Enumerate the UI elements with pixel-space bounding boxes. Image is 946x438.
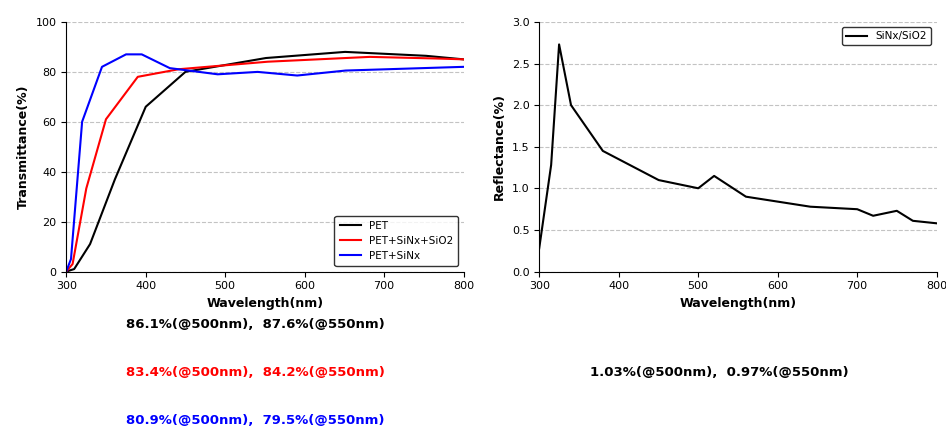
PET (374, 51, 385, 56)
PET (254, 57, 265, 62)
SiNx/SiO2 (920, 219, 931, 225)
SiNx/SiO2 (534, 246, 545, 251)
PET+SiNx+SiO2 (61, 269, 72, 274)
Line: PET+SiNx: PET+SiNx (66, 54, 464, 272)
Y-axis label: Transmittance(%): Transmittance(%) (17, 85, 30, 209)
PET+SiNx (447, 64, 458, 70)
PET (243, 58, 254, 64)
PET+SiNx (447, 64, 458, 70)
Text: 86.1%(@500nm),  87.6%(@550nm): 86.1%(@500nm), 87.6%(@550nm) (126, 318, 385, 331)
Legend: SiNx/SiO2: SiNx/SiO2 (842, 27, 931, 46)
PET (458, 57, 469, 62)
Y-axis label: Reflectance(%): Reflectance(%) (493, 93, 506, 200)
PET+SiNx+SiO2 (458, 57, 469, 62)
PET+SiNx+SiO2 (362, 54, 374, 60)
SiNx/SiO2 (553, 42, 565, 47)
PET (339, 49, 350, 54)
X-axis label: Wavelength(nm): Wavelength(nm) (206, 297, 324, 310)
PET (447, 56, 458, 61)
Line: PET+SiNx+SiO2: PET+SiNx+SiO2 (66, 57, 464, 272)
Text: 83.4%(@500nm),  84.2%(@550nm): 83.4%(@500nm), 84.2%(@550nm) (126, 366, 385, 379)
SiNx/SiO2 (727, 185, 738, 191)
PET+SiNx+SiO2 (374, 54, 385, 60)
Legend: PET, PET+SiNx+SiO2, PET+SiNx: PET, PET+SiNx+SiO2, PET+SiNx (335, 215, 458, 266)
SiNx/SiO2 (554, 45, 566, 50)
PET+SiNx (120, 52, 131, 57)
Text: 80.9%(@500nm),  79.5%(@550nm): 80.9%(@500nm), 79.5%(@550nm) (126, 414, 385, 427)
SiNx/SiO2 (920, 219, 931, 225)
PET+SiNx+SiO2 (243, 60, 254, 66)
PET+SiNx (80, 107, 92, 112)
PET+SiNx (254, 70, 265, 75)
PET+SiNx (374, 67, 385, 72)
X-axis label: Wavelength(nm): Wavelength(nm) (679, 297, 797, 310)
PET+SiNx (243, 70, 254, 75)
PET (447, 56, 458, 61)
PET+SiNx+SiO2 (254, 60, 265, 65)
PET (61, 269, 72, 274)
SiNx/SiO2 (716, 179, 727, 184)
PET+SiNx (458, 64, 469, 70)
PET (80, 247, 92, 252)
Line: PET: PET (66, 52, 464, 272)
PET+SiNx (61, 269, 72, 274)
SiNx/SiO2 (931, 221, 942, 226)
PET+SiNx+SiO2 (80, 185, 92, 191)
PET+SiNx+SiO2 (447, 57, 458, 62)
SiNx/SiO2 (847, 206, 858, 212)
Line: SiNx/SiO2: SiNx/SiO2 (539, 44, 937, 248)
Text: 1.03%(@500nm),  0.97%(@550nm): 1.03%(@500nm), 0.97%(@550nm) (589, 366, 849, 379)
PET+SiNx+SiO2 (447, 57, 458, 62)
